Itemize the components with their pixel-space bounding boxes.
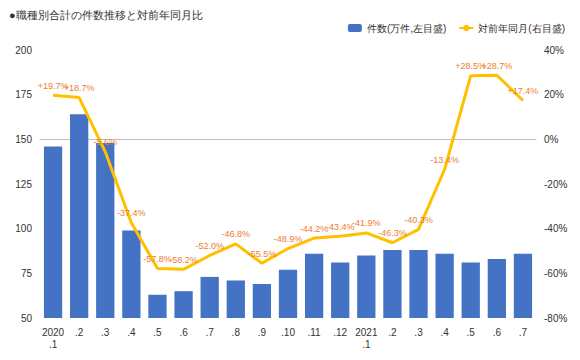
svg-text:-43.4%: -43.4%	[326, 222, 355, 232]
svg-text:.7: .7	[519, 327, 528, 338]
svg-text:-46.3%: -46.3%	[378, 228, 407, 238]
svg-text:2021: 2021	[355, 327, 378, 338]
svg-text:50: 50	[21, 313, 33, 324]
svg-text:.12: .12	[333, 327, 347, 338]
svg-text:.11: .11	[308, 327, 322, 338]
svg-text:.7: .7	[206, 327, 215, 338]
svg-text:+28.5%: +28.5%	[455, 61, 487, 72]
svg-text:-60%: -60%	[544, 268, 567, 279]
svg-text:-57.8%: -57.8%	[143, 254, 172, 264]
svg-text:件数(万件,左目盛): 件数(万件,左目盛)	[367, 23, 446, 34]
svg-text:175: 175	[15, 89, 32, 100]
svg-text:.6: .6	[493, 327, 502, 338]
svg-text:0%: 0%	[544, 134, 559, 145]
svg-text:-58.2%: -58.2%	[169, 255, 198, 265]
svg-text:+17.4%: +17.4%	[508, 86, 539, 96]
svg-text:-48.9%: -48.9%	[274, 234, 303, 244]
svg-text:200: 200	[15, 45, 32, 56]
svg-text:.4: .4	[127, 327, 136, 338]
svg-text:-52.0%: -52.0%	[195, 241, 224, 251]
svg-text:.1: .1	[49, 339, 58, 350]
svg-text:20%: 20%	[544, 89, 564, 100]
svg-text:.2: .2	[388, 327, 397, 338]
svg-text:+19.7%: +19.7%	[37, 80, 69, 91]
svg-text:.4: .4	[440, 327, 449, 338]
svg-text:100: 100	[15, 223, 32, 234]
svg-text:-44.2%: -44.2%	[300, 224, 329, 234]
svg-text:150: 150	[15, 134, 32, 145]
svg-text:.5: .5	[153, 327, 162, 338]
svg-text:-46.8%: -46.8%	[222, 229, 251, 239]
svg-text:75: 75	[21, 268, 33, 279]
svg-text:.10: .10	[281, 327, 295, 338]
svg-text:-13.4%: -13.4%	[430, 155, 459, 165]
svg-text:-37.4%: -37.4%	[117, 208, 146, 218]
svg-text:.3: .3	[414, 327, 423, 338]
svg-text:-80%: -80%	[544, 313, 567, 324]
svg-text:.5: .5	[467, 327, 476, 338]
svg-text:+18.7%: +18.7%	[64, 83, 95, 93]
svg-text:40%: 40%	[544, 45, 564, 56]
svg-text:-40.3%: -40.3%	[404, 215, 433, 225]
svg-text:.1: .1	[362, 339, 371, 350]
svg-text:対前年同月(右目盛): 対前年同月(右目盛)	[478, 23, 565, 34]
svg-text:.3: .3	[101, 327, 110, 338]
svg-text:2020: 2020	[42, 327, 65, 338]
svg-text:.8: .8	[232, 327, 241, 338]
svg-text:.2: .2	[75, 327, 84, 338]
svg-text:-40%: -40%	[544, 223, 567, 234]
svg-text:-55.5%: -55.5%	[248, 249, 277, 259]
svg-text:-41.9%: -41.9%	[352, 218, 381, 228]
svg-text:125: 125	[15, 179, 32, 190]
svg-text:.9: .9	[258, 327, 267, 338]
svg-text:●職種別合計の件数推移と対前年同月比: ●職種別合計の件数推移と対前年同月比	[9, 9, 203, 21]
svg-text:-20%: -20%	[544, 179, 567, 190]
svg-text:+28.7%: +28.7%	[481, 61, 512, 71]
svg-text:.6: .6	[179, 327, 188, 338]
svg-text:-5.6%: -5.6%	[94, 137, 118, 147]
